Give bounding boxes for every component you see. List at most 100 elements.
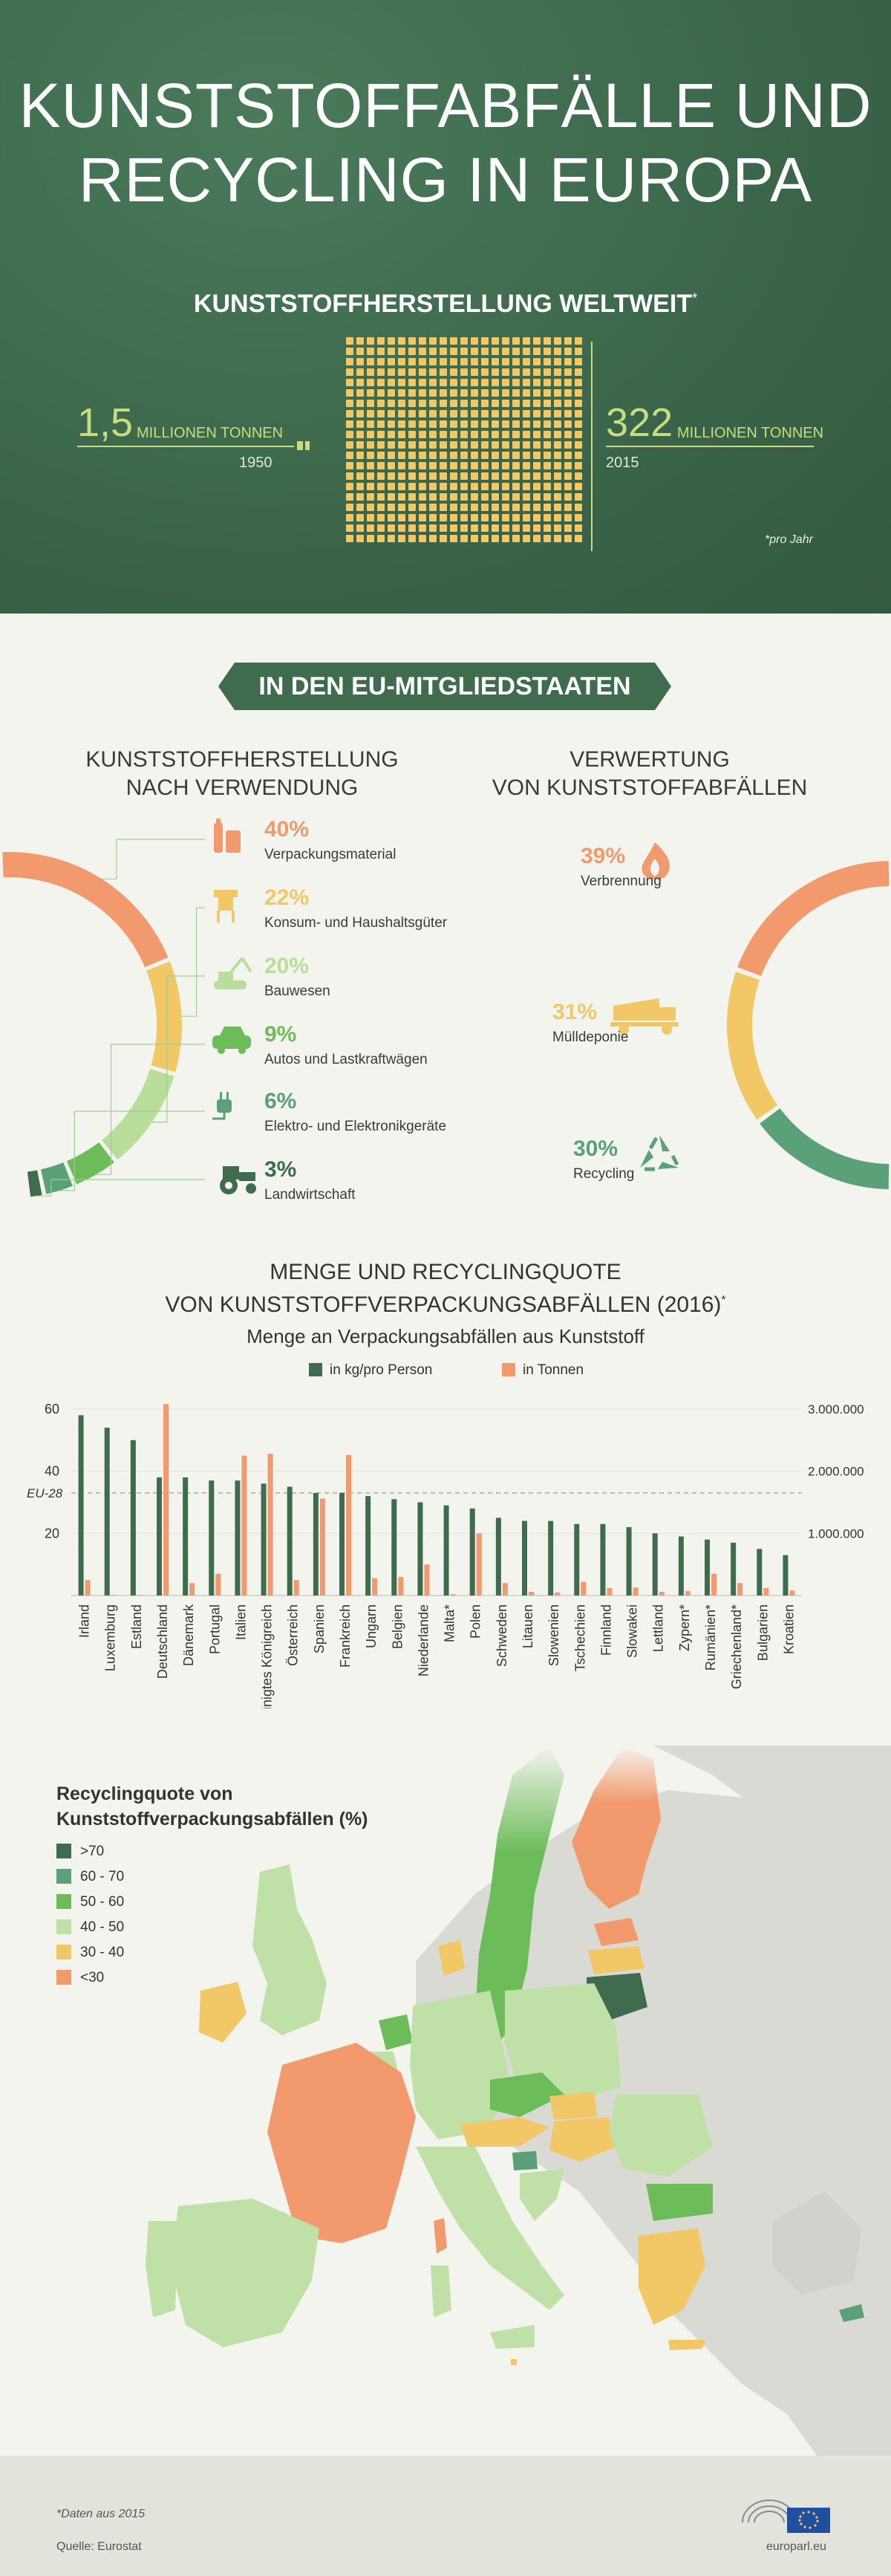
production-square [492, 348, 499, 355]
production-square [429, 493, 437, 501]
map-legend-title-line-1: Recyclingquote von [56, 1783, 233, 1804]
production-square [450, 493, 457, 501]
production-square [523, 348, 530, 355]
production-square [523, 504, 530, 511]
usage-slice-1 [146, 961, 182, 1073]
production-square [544, 535, 551, 542]
production-square [346, 483, 353, 490]
production-square [544, 452, 551, 459]
bar-tonnes [789, 1590, 795, 1596]
car-icon [212, 1027, 251, 1054]
production-square [419, 535, 426, 542]
production-square [408, 389, 416, 397]
production-square [481, 379, 489, 386]
map-legend-swatch [56, 1945, 71, 1959]
production-square [471, 462, 478, 469]
production-square [346, 493, 353, 501]
production-square [356, 337, 364, 345]
production-square [419, 504, 426, 511]
production-square [408, 441, 416, 449]
production-square [554, 452, 561, 459]
usage-leader-line [96, 1044, 205, 1175]
value-1950: 1,5 [77, 400, 134, 445]
production-square [460, 368, 468, 376]
production-square [429, 337, 437, 345]
production-square [398, 431, 405, 438]
eu-banner-text: IN DEN EU-MITGLIEDSTAATEN [258, 672, 631, 700]
production-square [398, 337, 405, 345]
production-square [429, 358, 437, 365]
production-square [440, 431, 447, 438]
production-square [377, 420, 385, 428]
footer-url[interactable]: europarl.eu [766, 2540, 826, 2553]
production-square [554, 504, 561, 511]
production-square [492, 472, 499, 480]
category-label: Belgien [390, 1604, 405, 1649]
production-square [460, 493, 468, 501]
bar-kg [339, 1492, 345, 1596]
production-square [377, 358, 385, 365]
production-square [429, 535, 437, 542]
production-square [346, 358, 353, 365]
production-square [523, 337, 530, 345]
production-square [367, 348, 374, 355]
eu28-reference-label: EU-28 [27, 1486, 63, 1500]
page-title: KUNSTSTOFFABFÄLLE UND RECYCLING IN EUROP… [0, 68, 891, 217]
production-square [502, 524, 509, 532]
production-square [502, 358, 509, 365]
usage-0-label: Verpackungsmaterial [264, 847, 396, 862]
legend-kg-label: in kg/pro Person [330, 1362, 433, 1378]
production-square [502, 504, 509, 511]
production-square [388, 337, 395, 345]
bar-tonnes [685, 1591, 691, 1596]
hero-subtitle-text: KUNSTSTOFFHERSTELLUNG WELTWEIT [193, 290, 693, 318]
production-square [554, 410, 561, 417]
bar-chart: 60 40 20 3.000.000 2.000.000 1.000.000 EU-28 Ir… [27, 1402, 864, 1708]
production-square [564, 441, 572, 449]
production-square [533, 472, 541, 480]
production-square [533, 452, 541, 459]
production-square [492, 337, 499, 345]
production-square [481, 452, 489, 459]
recovery-slice-0 [737, 861, 890, 977]
production-square [356, 472, 364, 480]
production-square [429, 504, 437, 511]
production-square [502, 410, 509, 417]
footer-note: *Daten aus 2015 [56, 2508, 146, 2520]
map-legend-item: 50 - 60 [56, 1894, 124, 1910]
production-square [512, 358, 520, 365]
production-square [356, 400, 364, 407]
production-square [346, 379, 353, 386]
production-square [533, 535, 541, 542]
production-square [346, 337, 353, 345]
map-legend-label: 60 - 70 [80, 1869, 125, 1884]
production-square [377, 337, 385, 345]
bar-kg [235, 1480, 241, 1596]
usage-slice-5 [27, 1170, 42, 1197]
bar-kg [365, 1496, 371, 1596]
map-legend-item: <30 [56, 1970, 104, 1986]
production-square [481, 524, 489, 532]
production-square [408, 420, 416, 428]
map-legend-label: 30 - 40 [80, 1945, 125, 1960]
production-square [575, 472, 582, 480]
recovery-0-label: Verbrennung [581, 874, 662, 889]
production-square [440, 462, 447, 469]
category-label: Spanien [312, 1604, 327, 1653]
production-square [440, 368, 447, 376]
production-square [564, 389, 572, 397]
usage-3-percent: 9% [264, 1022, 297, 1047]
production-square [388, 358, 395, 365]
production-square [523, 524, 530, 532]
production-square [471, 410, 478, 417]
production-square [471, 368, 478, 376]
usage-0-percent: 40% [264, 817, 310, 842]
production-square [492, 504, 499, 511]
year-2015: 2015 [606, 455, 639, 471]
production-square [440, 514, 447, 521]
chart-subtitle: Menge an Verpackungsabfällen aus Kunstst… [247, 1325, 644, 1347]
production-square [575, 389, 582, 397]
usage-3-label: Autos und Lastkraftwägen [264, 1052, 428, 1067]
production-square [471, 431, 478, 438]
map-legend-item: 30 - 40 [56, 1945, 124, 1961]
